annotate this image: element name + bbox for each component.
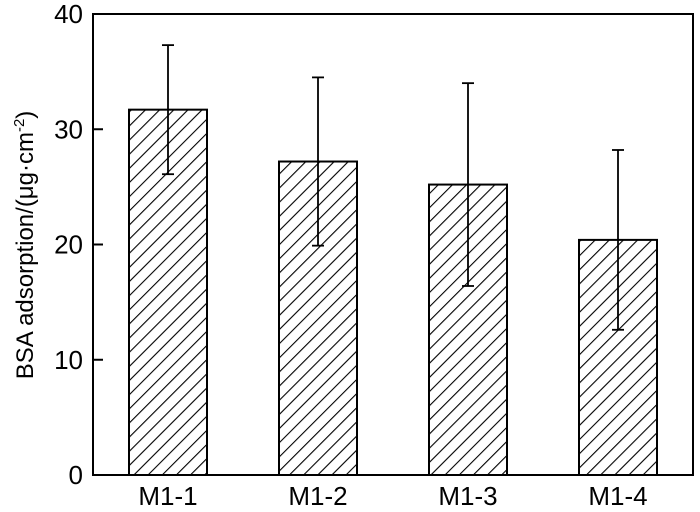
y-tick-label: 20: [54, 230, 83, 260]
x-tick-label: M1-4: [588, 481, 647, 511]
x-axis-tick-labels: M1-1 M1-2 M1-3 M1-4: [138, 481, 647, 511]
plot-frame: [92, 13, 694, 476]
y-axis-label: BSA adsorption/(μg·cm-2): [11, 111, 39, 380]
error-bars: [162, 44, 624, 331]
y-tick-label: 10: [54, 345, 83, 375]
bars: [128, 108, 658, 477]
x-tick-label: M1-2: [288, 481, 347, 511]
y-tick-label: 40: [54, 0, 83, 29]
y-tick-label: 0: [69, 460, 83, 490]
x-tick-label: M1-3: [438, 481, 497, 511]
x-tick-label: M1-1: [138, 481, 197, 511]
y-tick-label: 30: [54, 114, 83, 144]
y-axis-ticks: 0 10 20 30 40: [54, 0, 103, 490]
